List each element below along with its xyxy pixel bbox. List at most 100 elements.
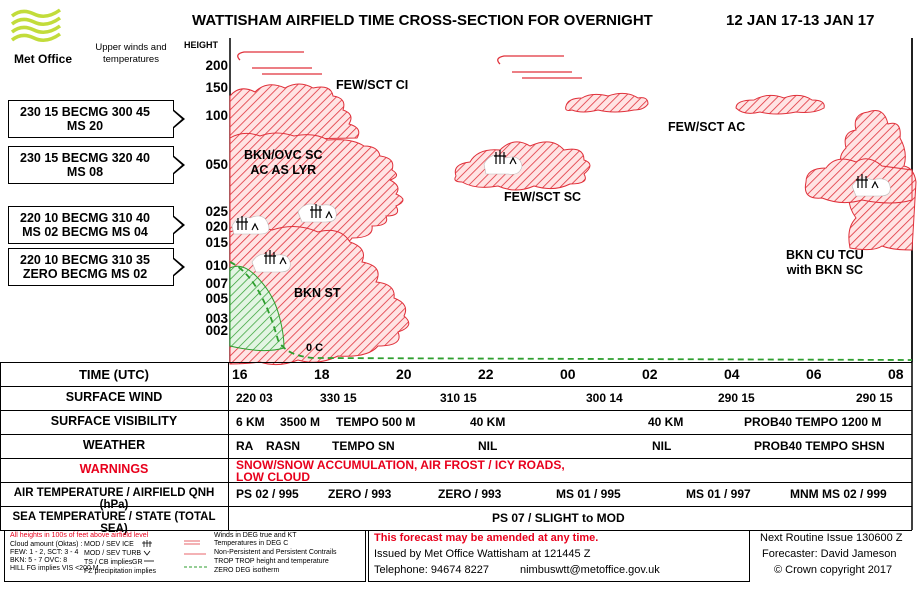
air-temp-value: PS 02 / 995 (236, 487, 299, 501)
surface-wind-value: 220 03 (236, 391, 273, 405)
row-divider (0, 386, 912, 387)
height-label: 002 (205, 323, 228, 338)
icing-icon (236, 150, 879, 265)
weather-value: NIL (652, 439, 672, 453)
surface-visibility-label: SURFACE VISIBILITY (50, 414, 178, 428)
key-symbols-icon (142, 540, 208, 568)
time-tick: 02 (642, 366, 658, 382)
time-row-label: TIME (UTC) (78, 367, 150, 382)
hill-fog-area (229, 265, 285, 352)
issue-box (368, 530, 750, 582)
air-temp-value: ZERO / 993 (438, 487, 502, 501)
cloud-mass-ac-2 (735, 94, 825, 115)
weather-value: TEMPO SN (332, 439, 395, 453)
copyright: © Crown copyright 2017 (774, 564, 893, 576)
weather-value: PROB40 TEMPO SHSN (754, 439, 885, 453)
height-label: 025 (205, 204, 228, 219)
key-winds-1: Winds in DEG true and KT (214, 532, 297, 539)
column-divider (0, 362, 1, 530)
forecaster: Forecaster: David Jameson (762, 548, 897, 560)
cloud-label-ci: FEW/SCT CI (336, 78, 409, 92)
amend-notice: This forecast may be amended at any time… (374, 532, 599, 544)
height-label: 003 (205, 311, 228, 326)
time-tick: 20 (396, 366, 412, 382)
time-tick: 18 (314, 366, 330, 382)
air-temp-value: ZERO / 993 (328, 487, 392, 501)
key-contrails: Non-Persistent and Persistent Contrails (214, 549, 337, 556)
date-range: 12 JAN 17-13 JAN 17 (726, 12, 875, 29)
cloud-label-ac: FEW/SCT AC (668, 120, 746, 134)
next-issue: Next Routine Issue 130600 Z (760, 532, 903, 544)
surface-wind-value: 290 15 (856, 391, 893, 405)
key-ice: MOD / SEV ICE (84, 541, 134, 548)
height-label: 050 (205, 157, 228, 172)
row-divider (0, 362, 912, 363)
row-divider (0, 434, 912, 435)
height-label: 100 (205, 108, 228, 123)
key-winds-2: Temperatures in DEG C (214, 540, 289, 547)
height-label: 200 (205, 58, 228, 73)
time-tick: 04 (724, 366, 740, 382)
sea-temp-value: PS 07 / SLIGHT to MOD (492, 511, 625, 525)
upper-wind-box: 220 10 BECMG 310 35 ZERO BECMG MS 02 (8, 248, 185, 286)
warnings-label: WARNINGS (79, 462, 149, 476)
weather-value: RA (236, 439, 254, 453)
row-divider (0, 506, 912, 507)
height-axis-title: HEIGHT (184, 40, 219, 50)
page-title: WATTISHAM AIRFIELD TIME CROSS-SECTION FO… (192, 12, 653, 29)
upper-winds-caption: Upper winds and temperatures (95, 42, 167, 65)
visibility-value: TEMPO 500 M (336, 415, 416, 429)
key-heights: All heights in 100s of feet above airfie… (10, 532, 149, 539)
time-tick: 22 (478, 366, 494, 382)
surface-wind-value: 290 15 (718, 391, 755, 405)
surface-wind-value: 330 15 (320, 391, 357, 405)
air-temp-value: MS 01 / 995 (556, 487, 621, 501)
time-tick: 16 (232, 366, 248, 382)
key-cloud-2: BKN: 5 - 7 OVC: 8 (10, 557, 68, 564)
key-turb: MOD / SEV TURB (84, 550, 142, 557)
upper-wind-box: 230 15 BECMG 320 40 MS 08 (8, 146, 185, 184)
weather-label: WEATHER (82, 438, 146, 452)
contrail-icon (237, 51, 582, 79)
surface-wind-value: 310 15 (440, 391, 477, 405)
time-tick: 06 (806, 366, 822, 382)
cloud-label-st: BKN ST (294, 286, 341, 300)
row-divider (0, 482, 912, 483)
surface-wind-label: SURFACE WIND (65, 390, 163, 404)
height-label: 150 (205, 80, 228, 95)
weather-value: RASN (266, 439, 301, 453)
brand-name: Met Office (14, 52, 73, 66)
visibility-value: 6 KM (236, 415, 265, 429)
weather-value: NIL (478, 439, 498, 453)
key-gr: GR (132, 559, 143, 566)
key-fz: FZ precipitation implies (84, 568, 156, 575)
visibility-value: 40 KM (648, 415, 684, 429)
row-divider (0, 410, 912, 411)
cloud-label-tcu: BKN CU TCU with BKN SC (786, 248, 864, 277)
time-tick: 08 (888, 366, 904, 382)
height-label: 015 (205, 235, 228, 250)
sea-temp-label: SEA TEMPERATURE / STATE (TOTAL SEA) (12, 511, 216, 535)
air-temp-value: MS 01 / 997 (686, 487, 751, 501)
cloud-label-sc-lyr: BKN/OVC SC AC AS LYR (244, 148, 323, 177)
key-cloud-title: Cloud amount (Oktas) : (10, 541, 83, 548)
visibility-value: 40 KM (470, 415, 506, 429)
upper-wind-box: 230 15 BECMG 300 45 MS 20 (8, 100, 185, 138)
air-temp-value: MNM MS 02 / 999 (790, 487, 887, 501)
visibility-value: 3500 M (280, 415, 321, 429)
key-box (4, 530, 366, 582)
row-divider (0, 458, 912, 459)
telephone: Telephone: 94674 8227 (374, 564, 489, 576)
key-trop: TROP TROP height and temperature (214, 558, 329, 565)
cloud-mass-sc-mid (454, 141, 591, 191)
cloud-label-sc: FEW/SCT SC (504, 190, 582, 204)
key-cloud-1: FEW: 1 - 2, SCT: 3 - 4 (10, 549, 79, 556)
email-link[interactable]: nimbuswtt@metoffice.gov.uk (520, 564, 660, 576)
met-office-logo-icon (10, 8, 62, 42)
key-zero: ZERO DEG isotherm (214, 567, 280, 574)
height-label: 007 (205, 276, 228, 291)
air-temp-label: AIR TEMPERATURE / AIRFIELD QNH (hPa) (13, 487, 215, 511)
cloud-mass-ci (229, 83, 360, 141)
